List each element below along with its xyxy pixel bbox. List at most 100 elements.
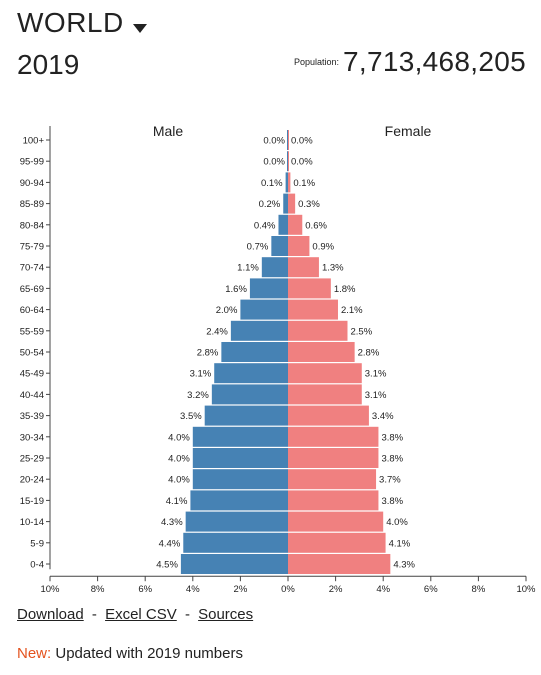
- female-value-label: 3.7%: [379, 475, 401, 486]
- female-bar-stub: [288, 130, 289, 150]
- male-value-label: 2.0%: [216, 305, 238, 316]
- age-group-label: 80-84: [20, 220, 44, 231]
- age-group-label: 65-69: [20, 284, 44, 295]
- age-group-label: 60-64: [20, 305, 44, 316]
- age-group-label: 5-9: [30, 538, 44, 549]
- female-bar: [288, 342, 355, 362]
- male-bar: [183, 532, 288, 553]
- x-tick-label: 4%: [186, 584, 200, 592]
- female-bar: [288, 405, 369, 426]
- male-bar: [190, 490, 288, 511]
- x-tick-label: 8%: [91, 584, 105, 592]
- excel-csv-link[interactable]: Excel CSV: [105, 606, 177, 623]
- male-bar: [285, 172, 288, 193]
- female-value-label: 0.9%: [312, 242, 334, 253]
- female-value-label: 3.1%: [365, 390, 387, 401]
- male-bar: [192, 426, 288, 447]
- male-value-label: 4.1%: [166, 496, 188, 507]
- female-bar: [288, 384, 362, 405]
- male-bar: [192, 448, 288, 468]
- female-value-label: 2.5%: [351, 326, 373, 337]
- male-value-label: 4.4%: [159, 538, 181, 549]
- male-value-label: 4.5%: [156, 560, 178, 571]
- female-bar: [288, 236, 310, 256]
- male-heading: Male: [153, 123, 184, 139]
- female-bar: [288, 363, 362, 384]
- male-value-label: 2.4%: [206, 326, 228, 337]
- region-selector[interactable]: WORLD: [17, 6, 148, 42]
- age-group-label: 40-44: [20, 390, 44, 401]
- sources-link[interactable]: Sources: [198, 606, 254, 623]
- female-value-label: 3.4%: [372, 411, 394, 422]
- female-bar: [288, 532, 386, 553]
- female-bar: [288, 172, 291, 193]
- age-group-label: 35-39: [20, 411, 44, 422]
- x-tick-label: 8%: [472, 584, 486, 592]
- age-group-label: 10-14: [20, 517, 44, 528]
- male-bar: [240, 299, 288, 320]
- x-tick-label: 10%: [516, 584, 536, 592]
- male-value-label: 4.0%: [168, 432, 190, 443]
- male-value-label: 3.1%: [190, 369, 212, 380]
- female-bar: [288, 278, 331, 299]
- age-group-label: 15-19: [20, 496, 44, 507]
- male-bar: [249, 278, 288, 299]
- female-bar: [288, 257, 319, 278]
- male-value-label: 2.8%: [197, 348, 219, 359]
- female-value-label: 0.0%: [291, 157, 313, 168]
- download-link[interactable]: Download: [17, 606, 84, 623]
- age-group-label: 0-4: [30, 560, 44, 571]
- male-value-label: 4.0%: [168, 454, 190, 465]
- female-bar: [288, 554, 391, 574]
- female-value-label: 4.3%: [393, 560, 415, 571]
- x-tick-label: 4%: [376, 584, 390, 592]
- male-value-label: 4.3%: [161, 517, 183, 528]
- population-summary: Population: 7,713,468,205: [294, 46, 526, 78]
- region-name: WORLD: [17, 7, 124, 38]
- age-group-label: 50-54: [20, 348, 44, 359]
- age-group-label: 25-29: [20, 454, 44, 465]
- age-group-label: 75-79: [20, 242, 44, 253]
- female-bar: [288, 299, 338, 320]
- male-value-label: 0.2%: [259, 199, 281, 210]
- male-value-label: 0.0%: [263, 157, 285, 168]
- update-text: Updated with 2019 numbers: [55, 645, 243, 662]
- age-group-label: 55-59: [20, 326, 44, 337]
- age-group-label: 45-49: [20, 369, 44, 380]
- footer-separator: -: [184, 606, 190, 623]
- female-value-label: 2.8%: [358, 348, 380, 359]
- female-bar: [288, 511, 384, 532]
- age-group-label: 30-34: [20, 432, 44, 443]
- female-bar: [288, 426, 379, 447]
- female-value-label: 0.0%: [291, 136, 313, 147]
- year-label: 2019: [17, 49, 80, 80]
- male-bar: [221, 342, 288, 362]
- female-bar: [288, 214, 303, 235]
- female-value-label: 1.8%: [334, 284, 356, 295]
- female-value-label: 3.8%: [381, 454, 403, 465]
- age-group-label: 85-89: [20, 199, 44, 210]
- female-value-label: 3.1%: [365, 369, 387, 380]
- female-bar: [288, 490, 379, 511]
- x-tick-label: 6%: [138, 584, 152, 592]
- female-heading: Female: [385, 123, 432, 139]
- x-tick-label: 2%: [234, 584, 248, 592]
- female-value-label: 0.3%: [298, 199, 320, 210]
- population-value: 7,713,468,205: [343, 46, 526, 77]
- male-value-label: 3.2%: [187, 390, 209, 401]
- age-group-label: 20-24: [20, 475, 44, 486]
- age-group-label: 90-94: [20, 178, 44, 189]
- female-bar-stub: [288, 151, 289, 172]
- age-group-label: 100+: [23, 136, 45, 147]
- male-bar: [185, 511, 288, 532]
- male-bar: [261, 257, 288, 278]
- triangle-down-icon[interactable]: [132, 8, 148, 42]
- x-tick-label: 2%: [329, 584, 343, 592]
- female-value-label: 4.1%: [389, 538, 411, 549]
- female-value-label: 3.8%: [381, 432, 403, 443]
- age-group-label: 70-74: [20, 263, 44, 274]
- male-bar: [204, 405, 288, 426]
- female-bar: [288, 320, 348, 341]
- female-bar: [288, 469, 377, 490]
- male-value-label: 0.4%: [254, 220, 276, 231]
